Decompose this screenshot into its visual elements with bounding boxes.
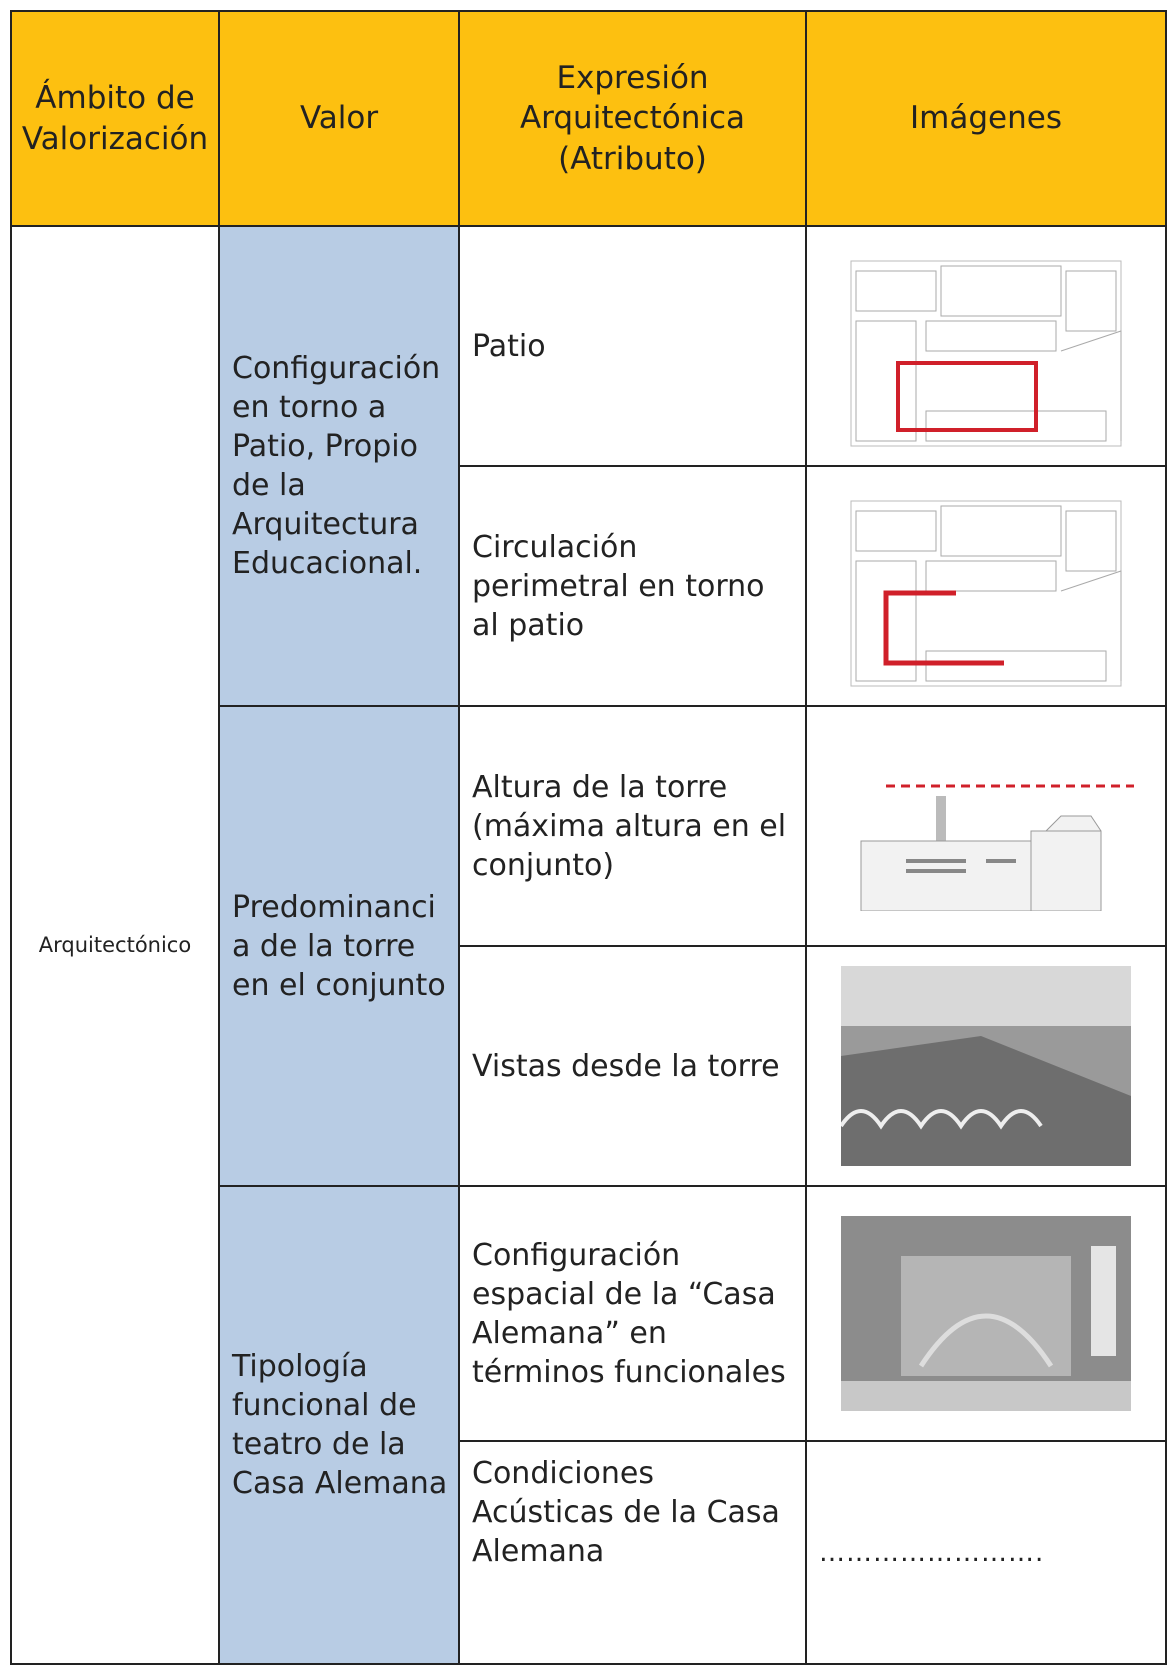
- header-cell: Expresión Arquitectónica (Atributo): [458, 10, 807, 227]
- elevation-image: [860, 784, 1134, 911]
- image-cell: [805, 225, 1167, 467]
- image-cell: [805, 465, 1167, 707]
- attribute-text: Condiciones Acústicas de la Casa Alemana: [472, 1456, 780, 1569]
- valor-cell: Configuración en torno a Patio, Propio d…: [218, 225, 460, 707]
- valor-cell: Predominanci a de la torre en el conjunt…: [218, 705, 460, 1187]
- photo-image: [841, 1216, 1131, 1411]
- image-cell: [805, 1185, 1167, 1442]
- floor-plan-image: [850, 500, 1122, 687]
- placeholder-text: …………………….: [819, 1537, 1045, 1568]
- valor-text: Configuración en torno a Patio, Propio d…: [232, 351, 441, 581]
- attribute-text: Circulación perimetral en torno al patio: [472, 529, 765, 643]
- header-text: Ámbito de Valorización: [21, 80, 209, 157]
- header-cell: Imágenes: [805, 10, 1167, 227]
- header-cell: Valor: [218, 10, 460, 227]
- attribute-text: Patio: [472, 329, 546, 364]
- valor-cell: Tipología funcional de teatro de la Casa…: [218, 1185, 460, 1665]
- attribute-text: Altura de la torre (máxima altura en el …: [472, 769, 787, 883]
- attribute-cell: Altura de la torre (máxima altura en el …: [458, 705, 807, 947]
- photo-image: [841, 966, 1131, 1166]
- image-cell: [805, 945, 1167, 1187]
- attribute-cell: Configuración espacial de la “Casa Alema…: [458, 1185, 807, 1442]
- header-text: Expresión Arquitectónica (Atributo): [519, 60, 746, 177]
- ambito-text: Arquitectónico: [38, 933, 192, 957]
- header-cell: Ámbito de Valorización: [10, 10, 220, 227]
- attribute-cell: Circulación perimetral en torno al patio: [458, 465, 807, 707]
- image-cell: …………………….: [805, 1440, 1167, 1665]
- attribute-cell: Condiciones Acústicas de la Casa Alemana: [458, 1440, 807, 1665]
- attribute-text: Configuración espacial de la “Casa Alema…: [472, 1237, 786, 1390]
- floor-plan-image: [850, 260, 1122, 447]
- header-text: Valor: [299, 100, 379, 137]
- header-text: Imágenes: [910, 100, 1062, 137]
- ambito-cell: Arquitectónico: [10, 225, 220, 1665]
- attribute-text: Vistas desde la torre: [472, 1048, 780, 1084]
- attribute-cell: Vistas desde la torre: [458, 945, 807, 1187]
- valor-text: Predominanci a de la torre en el conjunt…: [232, 889, 446, 1003]
- image-cell: [805, 705, 1167, 947]
- valor-text: Tipología funcional de teatro de la Casa…: [232, 1349, 448, 1501]
- attribute-cell: Patio: [458, 225, 807, 467]
